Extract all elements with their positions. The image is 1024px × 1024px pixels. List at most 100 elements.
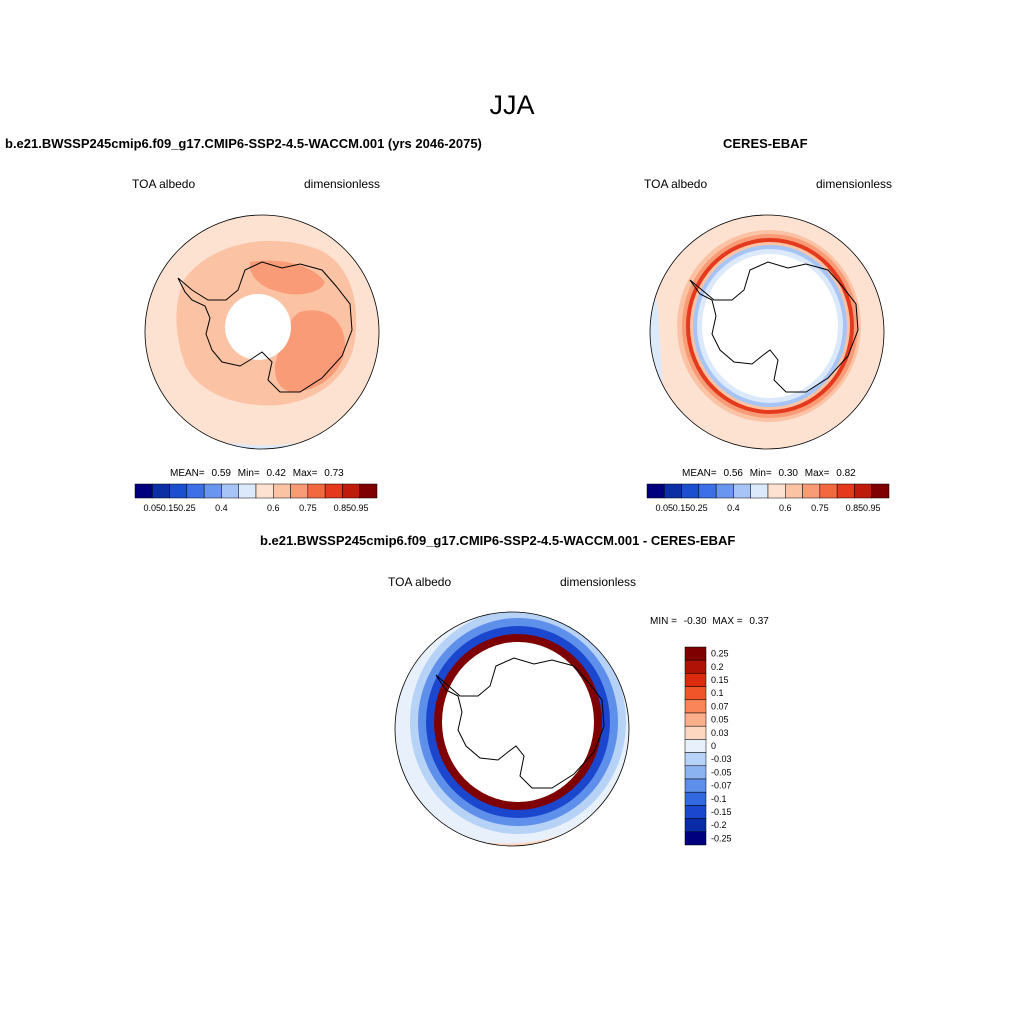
colorbar-3-swatch [684, 778, 707, 793]
colorbar-3-tick-label: 0 [711, 741, 716, 751]
colorbar-3-tick-label: -0.1 [711, 794, 727, 804]
map-1-missing-data [225, 294, 291, 360]
colorbar-1-swatch [203, 483, 222, 499]
colorbar-2-swatch [836, 483, 855, 499]
panel-2-min-label: Min= [749, 468, 772, 479]
map-1-high-albedo-north [249, 260, 325, 295]
colorbar-1-tick-label: 0.6 [267, 503, 280, 513]
colorbar-1-swatch [273, 483, 291, 499]
colorbar-3-swatch [684, 739, 707, 753]
map-3-missing-data [442, 642, 594, 802]
panel-2-mean-label: MEAN= [682, 468, 717, 479]
colorbar-1-swatch [169, 483, 188, 499]
colorbar-1-swatch [307, 483, 326, 499]
colorbar-3-tick-label: 0.03 [711, 728, 729, 738]
colorbar-1-tick-label: 0.15 [161, 503, 179, 513]
panel-2-title: CERES-EBAF [723, 136, 808, 151]
panel-2-max-value: 0.82 [836, 468, 856, 479]
colorbar-3-tick-label: -0.05 [711, 767, 732, 777]
map-1-border [144, 214, 380, 450]
colorbar-3-tick-label: 0.25 [711, 649, 729, 659]
colorbar-1-tick-label: 0.05 [144, 503, 162, 513]
colorbar-3-swatch [684, 791, 707, 806]
colorbar-3-swatch [684, 659, 707, 674]
colorbar-3-tick-label: 0.07 [711, 701, 729, 711]
colorbar-1-swatch [186, 483, 205, 499]
colorbar-1-tick-label: 0.85 [334, 503, 352, 513]
colorbar-1-tick-label: 0.4 [215, 503, 228, 513]
colorbar-1-swatch [290, 483, 309, 499]
colorbar-3-tick-label: 0.15 [711, 675, 729, 685]
colorbar-3-tick-label: -0.2 [711, 820, 727, 830]
colorbar-3-swatch [684, 712, 707, 727]
colorbar-2-tick-label: 0.6 [779, 503, 792, 513]
panel-2-units-label: dimensionless [816, 177, 893, 191]
colorbar-2-swatch [802, 483, 821, 499]
colorbar-3: 0.25 0.2 0.15 0.1 0.07 0.05 0.03 0 -0.03 -0.05 -0.… [684, 646, 732, 846]
colorbar-1-tick-label: 0.75 [299, 503, 317, 513]
map-3-border [394, 611, 630, 847]
panel-1-max-label: Max= [292, 468, 318, 479]
colorbar-3-swatch [684, 646, 707, 661]
colorbar-1-tick-label: 0.25 [178, 503, 196, 513]
panel-1-variable-label: TOA albedo [132, 177, 196, 191]
colorbar-2-swatch [715, 483, 734, 499]
colorbar-3-tick-label: -0.03 [711, 754, 732, 764]
map-2-coastline [689, 261, 859, 393]
colorbar-2-swatch [681, 483, 700, 499]
panel-3-max-value: 0.37 [749, 616, 769, 627]
panel-3-variable-label: TOA albedo [388, 575, 452, 589]
colorbar-2-swatch [750, 483, 769, 499]
colorbar-3-swatch [684, 673, 707, 687]
colorbar-2-tick-label: 0.4 [727, 503, 740, 513]
colorbar-2-swatch [785, 483, 803, 499]
colorbar-1-swatch [134, 483, 153, 499]
panel-2-min-value: 0.30 [778, 468, 798, 479]
colorbar-2-swatch [854, 483, 872, 499]
colorbar-1-swatch [152, 483, 170, 499]
colorbar-1-swatch [221, 483, 239, 499]
colorbar-1-swatch [359, 483, 378, 499]
map-2-missing-data [702, 254, 838, 398]
colorbar-3-swatch [684, 686, 707, 701]
colorbar-3-tick-label: -0.25 [711, 833, 732, 843]
colorbar-1-tick-label: 0.95 [351, 503, 369, 513]
panel-2-mean-value: 0.56 [723, 468, 743, 479]
panel-3-title: b.e21.BWSSP245cmip6.f09_g17.CMIP6-SSP2-4… [260, 533, 736, 548]
panel-3-max-label: MAX = [712, 616, 743, 627]
colorbar-3-tick-label: 0.05 [711, 715, 729, 725]
colorbar-3-swatch [684, 699, 707, 714]
colorbar-3-tick-label: -0.07 [711, 781, 732, 791]
colorbar-2-tick-label: 0.85 [846, 503, 864, 513]
panel-1-mean-value: 0.59 [211, 468, 231, 479]
colorbar-3-tick-label: 0.2 [711, 662, 724, 672]
colorbar-3-swatch [684, 765, 707, 780]
colorbar-2-tick-label: 0.25 [690, 503, 708, 513]
colorbar-3-tick-label: 0.1 [711, 688, 724, 698]
panel-1-min-label: Min= [237, 468, 260, 479]
panel-1-max-value: 0.73 [324, 468, 344, 479]
colorbar-3-swatch [684, 831, 707, 846]
colorbar-1-swatch [324, 483, 343, 499]
colorbar-1-swatch [342, 483, 360, 499]
colorbar-2-tick-label: 0.95 [863, 503, 881, 513]
colorbar-2-tick-label: 0.15 [673, 503, 691, 513]
colorbar-3-swatch [684, 818, 707, 833]
panel-3-units-label: dimensionless [560, 575, 637, 589]
panel-3-min-value: -0.30 [683, 616, 707, 627]
colorbar-2-swatch [819, 483, 838, 499]
colorbar-2: 0.05 0.15 0.25 0.4 0.6 0.75 0.85 0.95 [646, 483, 890, 513]
panel-1-title: b.e21.BWSSP245cmip6.f09_g17.CMIP6-SSP2-4… [5, 136, 482, 151]
colorbar-2-tick-label: 0.75 [811, 503, 829, 513]
panel-1-mean-label: MEAN= [170, 468, 205, 479]
colorbar-3-swatch [684, 752, 707, 767]
map-1 [144, 214, 380, 450]
colorbar-3-swatch [684, 725, 707, 740]
colorbar-2-swatch [871, 483, 890, 499]
colorbar-1-swatch [238, 483, 257, 499]
panel-2-stats: MEAN= 0.56 Min= 0.30 Max= 0.82 [682, 468, 856, 479]
colorbar-1-swatch [255, 483, 274, 499]
colorbar-3-tick-label: -0.15 [711, 807, 732, 817]
colorbar-2-swatch [698, 483, 717, 499]
